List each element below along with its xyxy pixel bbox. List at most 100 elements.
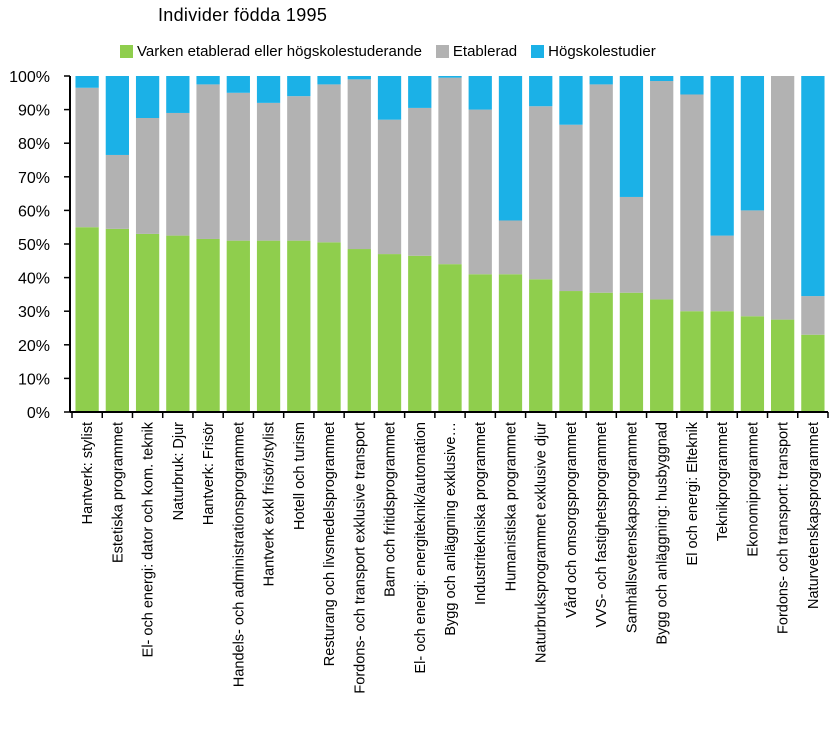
bar-segment-neither xyxy=(196,238,220,412)
bar-segment-etablerad xyxy=(650,81,674,300)
x-tick-label: Fordons- och transport exklusive transpo… xyxy=(352,422,368,694)
bar-segment-hogskolestudier xyxy=(166,76,190,113)
bar-segment-neither xyxy=(529,279,553,412)
bar-segment-etablerad xyxy=(438,77,462,265)
chart-legend: Varken etablerad eller högskolestuderand… xyxy=(120,41,670,61)
bar-segment-etablerad xyxy=(619,196,644,293)
x-tick-label: Hantverk: Frisör xyxy=(201,422,217,525)
x-tick-label: Humanistiska programmet xyxy=(503,422,519,591)
bar-segment-etablerad xyxy=(317,84,341,243)
bar-segment-neither xyxy=(468,274,492,412)
bar-segment-hogskolestudier xyxy=(589,76,613,85)
x-tick-label: El- och energi: dator och kom. teknik xyxy=(141,421,157,657)
y-tick-label: 10% xyxy=(18,371,50,388)
bar-segment-etablerad xyxy=(377,119,402,255)
x-tick-label: Ekonomiprogrammet xyxy=(745,422,761,557)
bar-segment-hogskolestudier xyxy=(468,76,492,110)
bar-segment-hogskolestudier xyxy=(498,76,523,221)
legend-item-etablerad: Etablerad xyxy=(435,42,518,60)
y-tick-label: 40% xyxy=(18,271,50,288)
bar-segment-neither xyxy=(105,228,129,412)
bar-segment-etablerad xyxy=(347,79,371,250)
bar-segment-hogskolestudier xyxy=(619,76,644,197)
bar-segment-etablerad xyxy=(226,92,250,241)
bar-segment-neither xyxy=(377,254,402,412)
bar-segment-hogskolestudier xyxy=(438,76,462,78)
legend-swatch-hogskolestudier xyxy=(531,44,545,58)
bar-segment-neither xyxy=(256,240,281,412)
bar-segment-neither xyxy=(438,264,462,412)
legend-item-neither: Varken etablerad eller högskolestuderand… xyxy=(120,43,422,60)
bar-segment-hogskolestudier xyxy=(377,76,402,120)
bar-segment-etablerad xyxy=(75,87,99,228)
x-tick-label: Hotell och turism xyxy=(292,422,308,530)
x-tick-label: El och energi: Elteknik xyxy=(685,421,701,565)
y-tick-label: 0% xyxy=(27,405,50,422)
bar-segment-hogskolestudier xyxy=(801,76,825,297)
y-tick-label: 50% xyxy=(18,237,50,254)
legend-swatch-neither xyxy=(120,44,133,58)
bar-segment-neither xyxy=(135,233,160,412)
x-tick-label: Barn och fritidsprogrammet xyxy=(383,422,399,597)
y-tick-label: 70% xyxy=(18,170,50,187)
bar-segment-hogskolestudier xyxy=(559,76,583,125)
x-tick-label: Industritekniska programmet xyxy=(473,422,489,605)
bar-segment-neither xyxy=(559,291,583,412)
bar-segment-neither xyxy=(347,249,371,412)
bar-segment-hogskolestudier xyxy=(105,76,129,155)
chart-title: Individer födda 1995 xyxy=(158,5,328,25)
x-tick-label: Resturang och livsmedelsprogrammet xyxy=(322,422,338,666)
bar-segment-hogskolestudier xyxy=(317,76,341,85)
x-tick-label: Vård och omsorgsprogrammet xyxy=(564,422,580,618)
bar-segment-neither xyxy=(317,242,341,412)
bar-segment-etablerad xyxy=(287,96,311,241)
bar-segment-etablerad xyxy=(771,76,795,320)
bar-segment-etablerad xyxy=(498,220,523,275)
legend-label-etablerad: Etablerad xyxy=(452,42,518,60)
bar-segment-etablerad xyxy=(135,118,160,234)
bar-segment-neither xyxy=(75,227,99,412)
bar-segment-hogskolestudier xyxy=(710,76,734,236)
bar-segment-hogskolestudier xyxy=(135,76,160,118)
bar-segment-etablerad xyxy=(680,94,704,312)
x-tick-label: Handels- och administrationsprogrammet xyxy=(231,422,247,687)
legend-label-neither: Varken etablerad eller högskolestuderand… xyxy=(137,42,422,60)
bar-segment-etablerad xyxy=(559,124,583,292)
x-tick-label: Naturbruksprogrammet exklusive djur xyxy=(534,422,550,663)
bar-segment-hogskolestudier xyxy=(740,76,765,211)
bar-segment-etablerad xyxy=(468,109,492,275)
x-tick-label: Bygg och anläggning exklusive… xyxy=(443,422,459,636)
y-tick-label: 20% xyxy=(18,338,50,355)
x-tick-label: Samhällsvetenskapsprogrammet xyxy=(624,422,640,633)
bar-segment-etablerad xyxy=(710,235,734,312)
bar-segment-etablerad xyxy=(740,210,765,317)
bar-segment-hogskolestudier xyxy=(75,76,99,88)
bar-segment-etablerad xyxy=(166,112,190,236)
bar-segment-hogskolestudier xyxy=(347,76,371,80)
x-tick-label: VVS- och fastighetsprogrammet xyxy=(594,422,610,628)
bar-segment-neither xyxy=(498,274,523,412)
bar-segment-hogskolestudier xyxy=(650,76,674,82)
bar-segment-neither xyxy=(589,292,613,412)
x-tick-label: Fordons- och transport: transport xyxy=(776,422,792,634)
bar-segment-etablerad xyxy=(408,107,432,256)
x-tick-label: Hantverk: stylist xyxy=(80,422,96,524)
bar-segment-neither xyxy=(801,334,825,412)
bar-segment-neither xyxy=(619,292,644,412)
x-tick-label: El- och energi: energiteknik/automation xyxy=(413,422,429,673)
x-tick-label: Estetiska programmet xyxy=(110,422,126,563)
y-tick-label: 30% xyxy=(18,304,50,321)
bar-segment-neither xyxy=(771,319,795,412)
bar-segment-etablerad xyxy=(256,102,281,241)
bar-segment-neither xyxy=(740,316,765,412)
x-tick-label: Hantverk exkl frisör/stylist xyxy=(262,422,278,586)
bar-segment-neither xyxy=(166,235,190,412)
bar-segment-neither xyxy=(287,240,311,412)
bar-segment-neither xyxy=(680,311,704,412)
bar-segment-hogskolestudier xyxy=(680,76,704,95)
legend-label-hogskolestudier: Högskolestudier xyxy=(548,42,656,60)
bar-segment-neither xyxy=(650,299,674,412)
x-tick-label: Naturbruk: Djur xyxy=(171,422,187,520)
legend-swatch-etablerad xyxy=(435,44,449,58)
